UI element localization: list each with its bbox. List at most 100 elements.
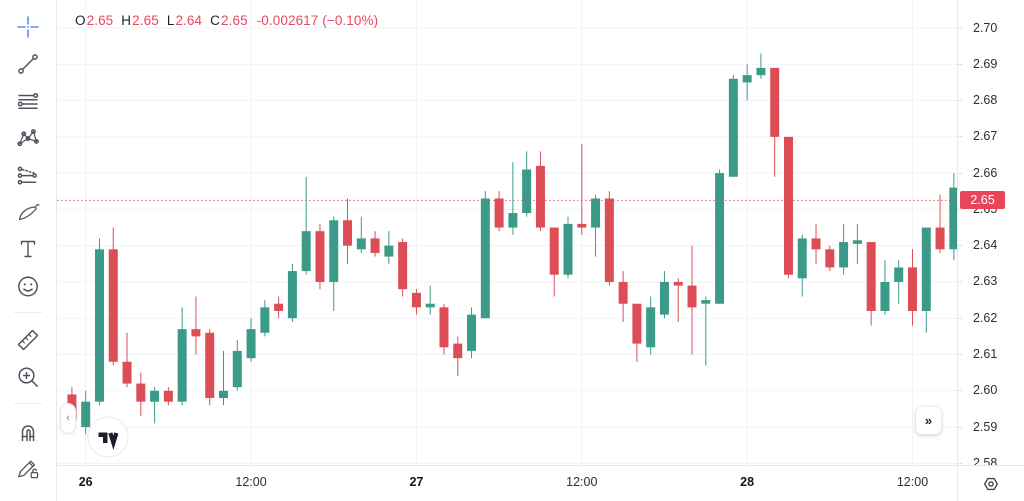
price-tick-label: 2.64 (973, 238, 998, 253)
time-tick-label: 27 (409, 475, 424, 489)
drawing-toolbar (0, 0, 57, 501)
text-icon (20, 240, 36, 257)
forecast-tool-button[interactable] (8, 156, 48, 193)
price-tick-label: 2.59 (973, 419, 998, 434)
candle (260, 307, 270, 333)
candle (287, 271, 297, 319)
candle (756, 67, 766, 76)
candle (411, 292, 421, 308)
chart-area[interactable]: O 2.65 H 2.65 L 2.64 C 2.65 -0.002617 (−0.10… (57, 0, 957, 465)
tradingview-logo[interactable] (87, 416, 129, 458)
candle (852, 240, 862, 244)
xabcd-pattern-icon (17, 128, 39, 146)
candle (191, 329, 201, 337)
candle (866, 242, 876, 311)
candle (949, 187, 957, 250)
candle (839, 242, 849, 268)
candle (508, 213, 518, 228)
candle (177, 329, 187, 402)
candle (163, 390, 173, 402)
chevron-double-right-icon: » (924, 413, 933, 428)
close-value: 2.65 (221, 13, 248, 28)
price-axis-tick-mark (958, 208, 962, 210)
collapse-panel-button[interactable]: ‹ (60, 403, 76, 434)
candle (577, 223, 587, 228)
time-tick-label: 26 (78, 475, 93, 489)
candle (921, 227, 931, 311)
pencil-lock-icon (18, 460, 39, 478)
zoom-in-tool-button[interactable] (8, 358, 48, 395)
candle (618, 281, 628, 304)
price-tick-label: 2.69 (973, 56, 998, 71)
magnet-tool-button[interactable] (8, 412, 48, 449)
price-axis-tick-mark (958, 63, 962, 65)
candle (329, 220, 339, 282)
ruler-tool-button[interactable] (8, 321, 48, 358)
axis-corner (957, 465, 1024, 501)
candle (232, 350, 242, 388)
price-axis-tick-mark (958, 462, 962, 464)
expand-panel-button[interactable]: » (916, 407, 941, 434)
price-tick-label: 2.70 (973, 20, 998, 35)
current-price-label: 2.65 (960, 191, 1005, 210)
gear-icon (984, 477, 998, 490)
candle (880, 281, 890, 311)
chevron-left-icon: ‹ (66, 412, 70, 424)
candlestick-chart (57, 0, 957, 465)
candle (219, 390, 228, 399)
open-label: O (75, 13, 86, 28)
emoji-icon (18, 276, 38, 296)
price-tick-label: 2.67 (973, 129, 998, 144)
horizontal-lines-icon (17, 92, 39, 109)
time-tick-label: 28 (740, 475, 755, 489)
candle (659, 281, 669, 315)
candle (122, 361, 132, 384)
candle (825, 249, 835, 268)
low-label: L (166, 13, 175, 28)
candle (535, 165, 545, 228)
candle (742, 75, 752, 83)
candle (356, 238, 366, 250)
candle (384, 245, 394, 257)
price-axis-tick-mark (958, 354, 962, 356)
tradingview-logo-icon (87, 416, 129, 458)
price-axis-tick-mark (958, 426, 962, 428)
high-value: 2.65 (132, 13, 159, 28)
candle (522, 169, 532, 214)
candle (811, 238, 821, 250)
candle (480, 198, 490, 319)
price-axis-tick-mark (958, 245, 962, 247)
axis-settings-button[interactable] (981, 474, 1001, 494)
price-tick-label: 2.63 (973, 274, 998, 289)
candle (908, 267, 917, 311)
candle (467, 314, 477, 351)
brush-icon (18, 203, 40, 220)
change-value: -0.002617 (−0.10%) (256, 13, 379, 28)
high-label: H (121, 13, 132, 28)
trend-line-tool-button[interactable] (8, 45, 48, 82)
emoji-tool-button[interactable] (8, 267, 48, 304)
crosshair-tool-button[interactable] (8, 8, 48, 45)
time-axis[interactable]: 26 12:00 27 12:00 28 12:00 (57, 465, 957, 501)
candle (549, 227, 559, 275)
ruler-icon (17, 329, 39, 350)
price-axis-tick-mark (958, 100, 962, 102)
candle (728, 78, 738, 177)
open-value: 2.65 (86, 13, 114, 28)
candle (439, 307, 449, 348)
xabcd-pattern-tool-button[interactable] (8, 119, 48, 156)
draw-lock-tool-button[interactable] (8, 449, 48, 486)
price-tick-label: 2.66 (973, 165, 998, 180)
zoom-in-icon (18, 366, 38, 387)
candle (315, 231, 325, 282)
horizontal-lines-tool-button[interactable] (8, 82, 48, 119)
text-tool-button[interactable] (8, 230, 48, 267)
candle (150, 390, 160, 402)
candle (136, 383, 146, 402)
brush-tool-button[interactable] (8, 193, 48, 230)
candle (646, 307, 656, 348)
candle (246, 329, 256, 359)
candle (783, 136, 793, 275)
price-axis[interactable]: 2.65 2.702.692.682.672.662.652.642.632.6… (957, 0, 1024, 465)
